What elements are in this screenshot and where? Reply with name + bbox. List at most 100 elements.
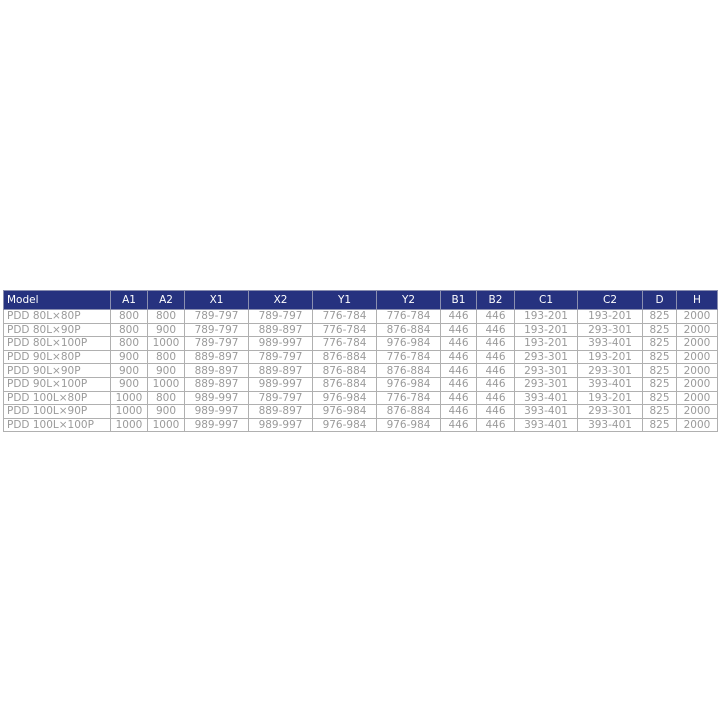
cell-b2: 446 (476, 417, 515, 433)
dimensions-table: Model A1 A2 X1 X2 Y1 Y2 B1 B2 C1 C2 D H PDD 80L×80P 8… (3, 290, 718, 433)
cell-b1: 446 (440, 349, 477, 365)
cell-h: 2000 (676, 404, 718, 419)
cell-c2: 193-201 (577, 309, 643, 324)
table-row: PDD 80L×80P 800 800 789-797 789-797 776-784 77… (3, 309, 718, 324)
cell-h: 2000 (676, 336, 718, 351)
cell-c2: 193-201 (577, 390, 643, 406)
column-header-c2: C2 (577, 290, 643, 310)
cell-y2: 876-884 (376, 363, 441, 378)
cell-y1: 876-884 (312, 363, 377, 378)
cell-x2: 789-797 (248, 390, 313, 406)
cell-d: 825 (642, 349, 677, 365)
cell-a2: 900 (147, 322, 185, 338)
cell-x1: 889-897 (184, 363, 249, 378)
cell-h: 2000 (676, 349, 718, 365)
cell-a2: 1000 (147, 376, 185, 392)
cell-c2: 293-301 (577, 322, 643, 338)
cell-x2: 889-897 (248, 322, 313, 338)
cell-x1: 889-897 (184, 376, 249, 392)
cell-model: PDD 100L×80P (3, 390, 111, 406)
cell-y1: 876-884 (312, 349, 377, 365)
cell-b2: 446 (476, 404, 515, 419)
table-row: PDD 100L×80P 1000 800 989-997 789-797 976-984… (3, 390, 718, 406)
column-header-a2: A2 (147, 290, 185, 310)
cell-y2: 776-784 (376, 309, 441, 324)
cell-d: 825 (642, 404, 677, 419)
cell-y2: 976-984 (376, 376, 441, 392)
cell-c2: 393-401 (577, 336, 643, 351)
cell-b2: 446 (476, 309, 515, 324)
cell-b1: 446 (440, 336, 477, 351)
cell-x2: 989-997 (248, 376, 313, 392)
cell-c1: 193-201 (514, 336, 578, 351)
cell-h: 2000 (676, 390, 718, 406)
column-header-c1: C1 (514, 290, 578, 310)
cell-x2: 789-797 (248, 309, 313, 324)
cell-x2: 789-797 (248, 349, 313, 365)
cell-y1: 776-784 (312, 309, 377, 324)
cell-model: PDD 100L×90P (3, 404, 111, 419)
cell-x1: 989-997 (184, 417, 249, 433)
cell-a1: 800 (110, 309, 148, 324)
column-header-b1: B1 (440, 290, 477, 310)
cell-model: PDD 80L×80P (3, 309, 111, 324)
cell-x2: 989-997 (248, 336, 313, 351)
table-row: PDD 100L×100P 1000 1000 989-997 989-997 976-9… (3, 417, 718, 433)
cell-c2: 393-401 (577, 376, 643, 392)
cell-d: 825 (642, 336, 677, 351)
column-header-a1: A1 (110, 290, 148, 310)
cell-c2: 293-301 (577, 363, 643, 378)
table-row: PDD 90L×100P 900 1000 889-897 989-997 876-884… (3, 376, 718, 392)
cell-a1: 1000 (110, 417, 148, 433)
cell-c1: 193-201 (514, 309, 578, 324)
cell-a2: 900 (147, 363, 185, 378)
cell-a1: 800 (110, 336, 148, 351)
cell-y2: 976-984 (376, 417, 441, 433)
cell-b1: 446 (440, 376, 477, 392)
cell-h: 2000 (676, 417, 718, 433)
column-header-d: D (642, 290, 677, 310)
cell-c1: 293-301 (514, 349, 578, 365)
cell-model: PDD 90L×100P (3, 376, 111, 392)
cell-b1: 446 (440, 404, 477, 419)
cell-c1: 393-401 (514, 417, 578, 433)
cell-a2: 900 (147, 404, 185, 419)
table-header-row: Model A1 A2 X1 X2 Y1 Y2 B1 B2 C1 C2 D H (3, 290, 718, 310)
cell-y1: 776-784 (312, 336, 377, 351)
table-row: PDD 80L×100P 800 1000 789-797 989-997 776-784… (3, 336, 718, 351)
cell-b1: 446 (440, 417, 477, 433)
cell-h: 2000 (676, 363, 718, 378)
cell-model: PDD 80L×100P (3, 336, 111, 351)
cell-x1: 889-897 (184, 349, 249, 365)
cell-c2: 293-301 (577, 404, 643, 419)
cell-a2: 800 (147, 349, 185, 365)
cell-a1: 800 (110, 322, 148, 338)
cell-y1: 976-984 (312, 390, 377, 406)
cell-a2: 1000 (147, 417, 185, 433)
cell-a1: 1000 (110, 404, 148, 419)
cell-c2: 393-401 (577, 417, 643, 433)
cell-y2: 776-784 (376, 390, 441, 406)
cell-x1: 989-997 (184, 390, 249, 406)
column-header-y2: Y2 (376, 290, 441, 310)
cell-y2: 876-884 (376, 404, 441, 419)
cell-model: PDD 90L×90P (3, 363, 111, 378)
column-header-h: H (676, 290, 718, 310)
cell-a1: 900 (110, 376, 148, 392)
cell-d: 825 (642, 390, 677, 406)
cell-d: 825 (642, 417, 677, 433)
cell-h: 2000 (676, 376, 718, 392)
column-header-x1: X1 (184, 290, 249, 310)
cell-b1: 446 (440, 309, 477, 324)
table-row: PDD 100L×90P 1000 900 989-997 889-897 976-984… (3, 404, 718, 419)
cell-y2: 876-884 (376, 322, 441, 338)
cell-d: 825 (642, 376, 677, 392)
cell-y1: 976-984 (312, 417, 377, 433)
cell-b2: 446 (476, 349, 515, 365)
cell-x1: 789-797 (184, 322, 249, 338)
cell-b2: 446 (476, 390, 515, 406)
cell-c1: 393-401 (514, 390, 578, 406)
cell-y2: 776-784 (376, 349, 441, 365)
column-header-x2: X2 (248, 290, 313, 310)
cell-b2: 446 (476, 322, 515, 338)
